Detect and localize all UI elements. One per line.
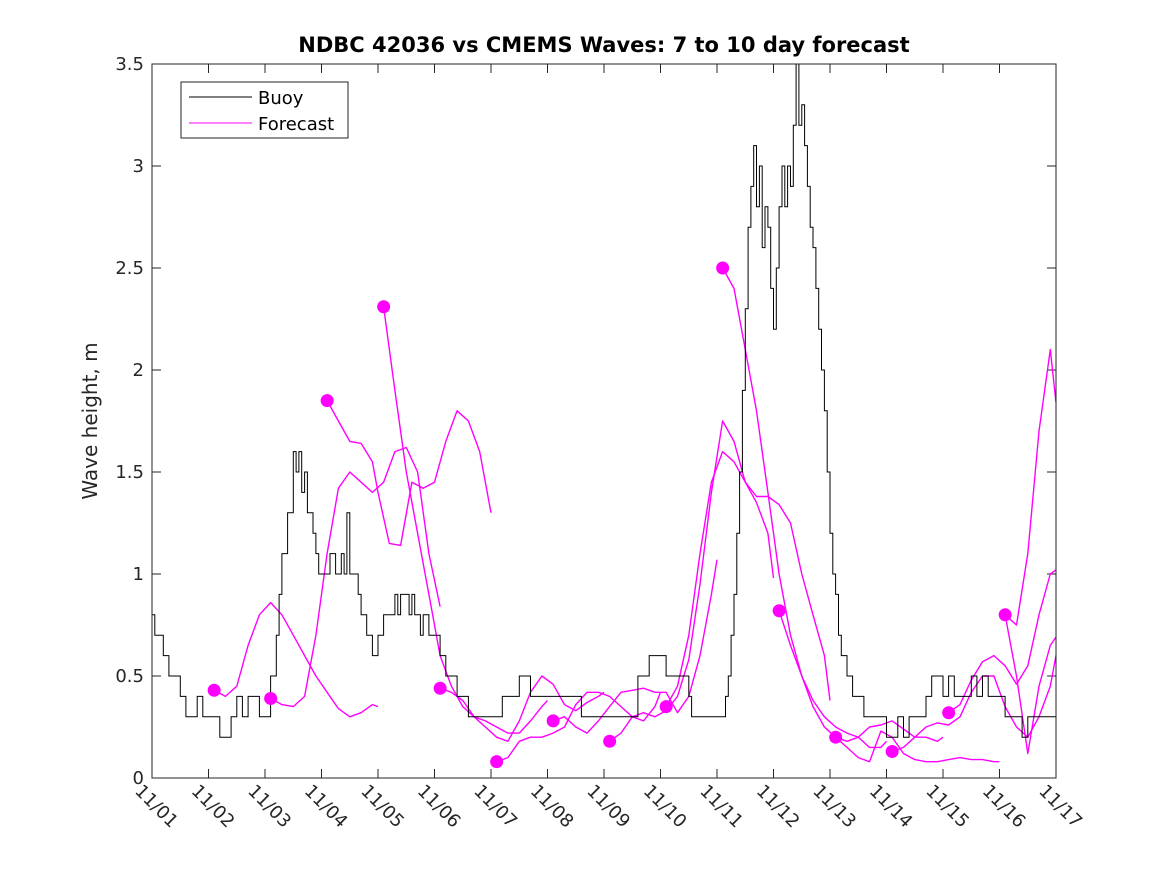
legend: Buoy Forecast [180, 81, 349, 139]
forecast-start-marker [998, 608, 1012, 622]
forecast-start-marker [490, 755, 504, 769]
chart-title: NDBC 42036 vs CMEMS Waves: 7 to 10 day f… [298, 33, 909, 57]
y-tick-label: 1.5 [115, 462, 144, 483]
legend-buoy-label: Buoy [258, 88, 304, 109]
forecast-line-16 [1004, 614, 1056, 755]
forecast-start-marker [716, 261, 730, 275]
axes-box [151, 63, 1057, 779]
series-group [152, 64, 1056, 763]
forecast-start-marker [885, 744, 899, 758]
forecast-start-marker [829, 730, 843, 744]
y-tick-label: 1 [133, 564, 144, 585]
legend-box [180, 81, 349, 139]
y-tick-label: 2.5 [115, 258, 144, 279]
forecast-line-9 [665, 450, 831, 707]
forecast-line-10 [721, 267, 888, 749]
forecast-line-14 [948, 569, 1056, 714]
forecast-start-marker [264, 691, 278, 705]
forecast-start-marker [377, 300, 391, 314]
forecast-line-2 [270, 446, 441, 708]
forecast-start-marker [320, 394, 334, 408]
forecast-start-marker [659, 700, 673, 714]
legend-forecast-label: Forecast [258, 114, 334, 135]
forecast-line-12 [835, 730, 1000, 763]
y-tick-label: 2 [133, 360, 144, 381]
forecast-start-marker [546, 714, 560, 728]
forecast-start-marker [433, 681, 447, 695]
y-axis-ticks: 0 0.5 1 1.5 2 2.5 3 3.5 [115, 54, 1056, 789]
forecast-start-marker [603, 734, 617, 748]
forecast-line-3 [326, 400, 492, 547]
y-axis-label: Wave height, m [78, 342, 102, 499]
forecast-start-marker [207, 683, 221, 697]
buoy-line [152, 64, 1056, 738]
forecast-start-markers [207, 261, 1012, 769]
forecast-start-marker [942, 706, 956, 720]
plot-area [152, 64, 1056, 778]
y-tick-label: 0.5 [115, 666, 144, 687]
y-tick-label: 0 [133, 768, 144, 789]
y-tick-label: 3.5 [115, 54, 144, 75]
forecast-line-15 [1004, 348, 1056, 626]
forecast-line-11 [778, 610, 944, 742]
forecast-start-marker [772, 604, 786, 618]
y-tick-label: 3 [133, 156, 144, 177]
forecast-line-1 [213, 601, 379, 718]
